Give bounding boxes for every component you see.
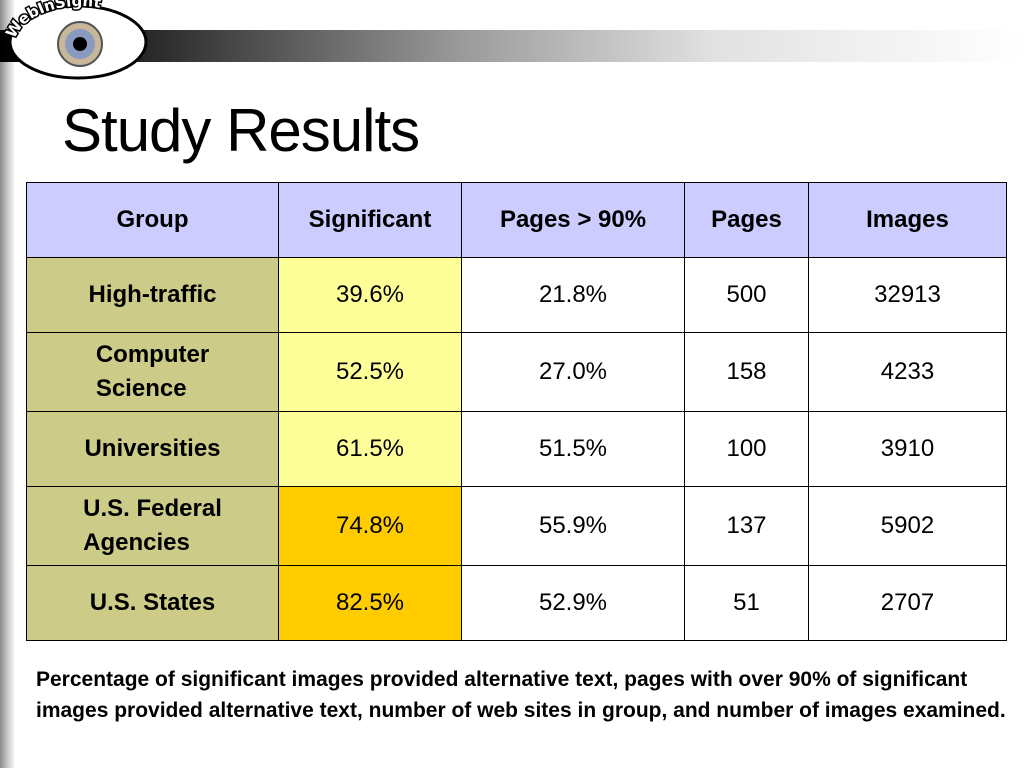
group-label-line: Science <box>95 375 187 402</box>
pages-over-90-cell: 55.9% <box>461 486 685 566</box>
group-label: Computer Science <box>96 338 209 406</box>
slide-title: Study Results <box>62 97 420 164</box>
header-pages: Pages <box>684 182 809 258</box>
images-cell: 32913 <box>808 257 1007 333</box>
table-row: High-traffic 39.6% 21.8% 500 32913 <box>26 257 1007 333</box>
header-pages-over-90: Pages > 90% <box>461 182 685 258</box>
table-row: Computer Science 52.5% 27.0% 158 4233 <box>26 332 1007 412</box>
slide-left-bar <box>0 0 14 768</box>
pages-over-90-cell: 27.0% <box>461 332 685 412</box>
group-cell: Universities <box>26 411 279 487</box>
webinsight-logo: WebInSight <box>4 0 148 80</box>
study-results-table: Group Significant Pages > 90% Pages Imag… <box>26 182 1007 641</box>
pages-cell: 51 <box>684 565 809 641</box>
table-row: U.S. States 82.5% 52.9% 51 2707 <box>26 565 1007 641</box>
significant-cell: 61.5% <box>278 411 462 487</box>
group-cell: Computer Science <box>26 332 279 412</box>
header-group: Group <box>26 182 279 258</box>
group-cell: U.S. States <box>26 565 279 641</box>
pages-cell: 137 <box>684 486 809 566</box>
significant-cell: 39.6% <box>278 257 462 333</box>
images-cell: 5902 <box>808 486 1007 566</box>
pages-over-90-cell: 51.5% <box>461 411 685 487</box>
group-label: Universities <box>84 435 221 462</box>
group-label-line: U.S. Federal <box>83 495 222 522</box>
group-label-line: Computer <box>95 341 210 368</box>
group-label: U.S. States <box>89 589 216 616</box>
significant-cell: 52.5% <box>278 332 462 412</box>
table-row: Universities 61.5% 51.5% 100 3910 <box>26 411 1007 487</box>
images-cell: 3910 <box>808 411 1007 487</box>
images-cell: 2707 <box>808 565 1007 641</box>
table-caption: Percentage of significant images provide… <box>36 668 1006 722</box>
table-row: U.S. Federal Agencies 74.8% 55.9% 137 590… <box>26 486 1007 566</box>
images-cell: 4233 <box>808 332 1007 412</box>
pages-over-90-cell: 52.9% <box>461 565 685 641</box>
pages-cell: 500 <box>684 257 809 333</box>
significant-cell: 74.8% <box>278 486 462 566</box>
group-cell: High-traffic <box>26 257 279 333</box>
group-label: High-traffic <box>88 281 217 308</box>
pages-cell: 158 <box>684 332 809 412</box>
header-images: Images <box>808 182 1007 258</box>
group-cell: U.S. Federal Agencies <box>26 486 279 566</box>
significant-cell: 82.5% <box>278 565 462 641</box>
pages-cell: 100 <box>684 411 809 487</box>
pages-over-90-cell: 21.8% <box>461 257 685 333</box>
group-label: U.S. Federal Agencies <box>83 492 222 560</box>
table-header-row: Group Significant Pages > 90% Pages Imag… <box>26 182 1007 258</box>
header-significant: Significant <box>278 182 462 258</box>
group-label-line: Agencies <box>83 529 190 556</box>
slide-top-band <box>0 30 1024 62</box>
